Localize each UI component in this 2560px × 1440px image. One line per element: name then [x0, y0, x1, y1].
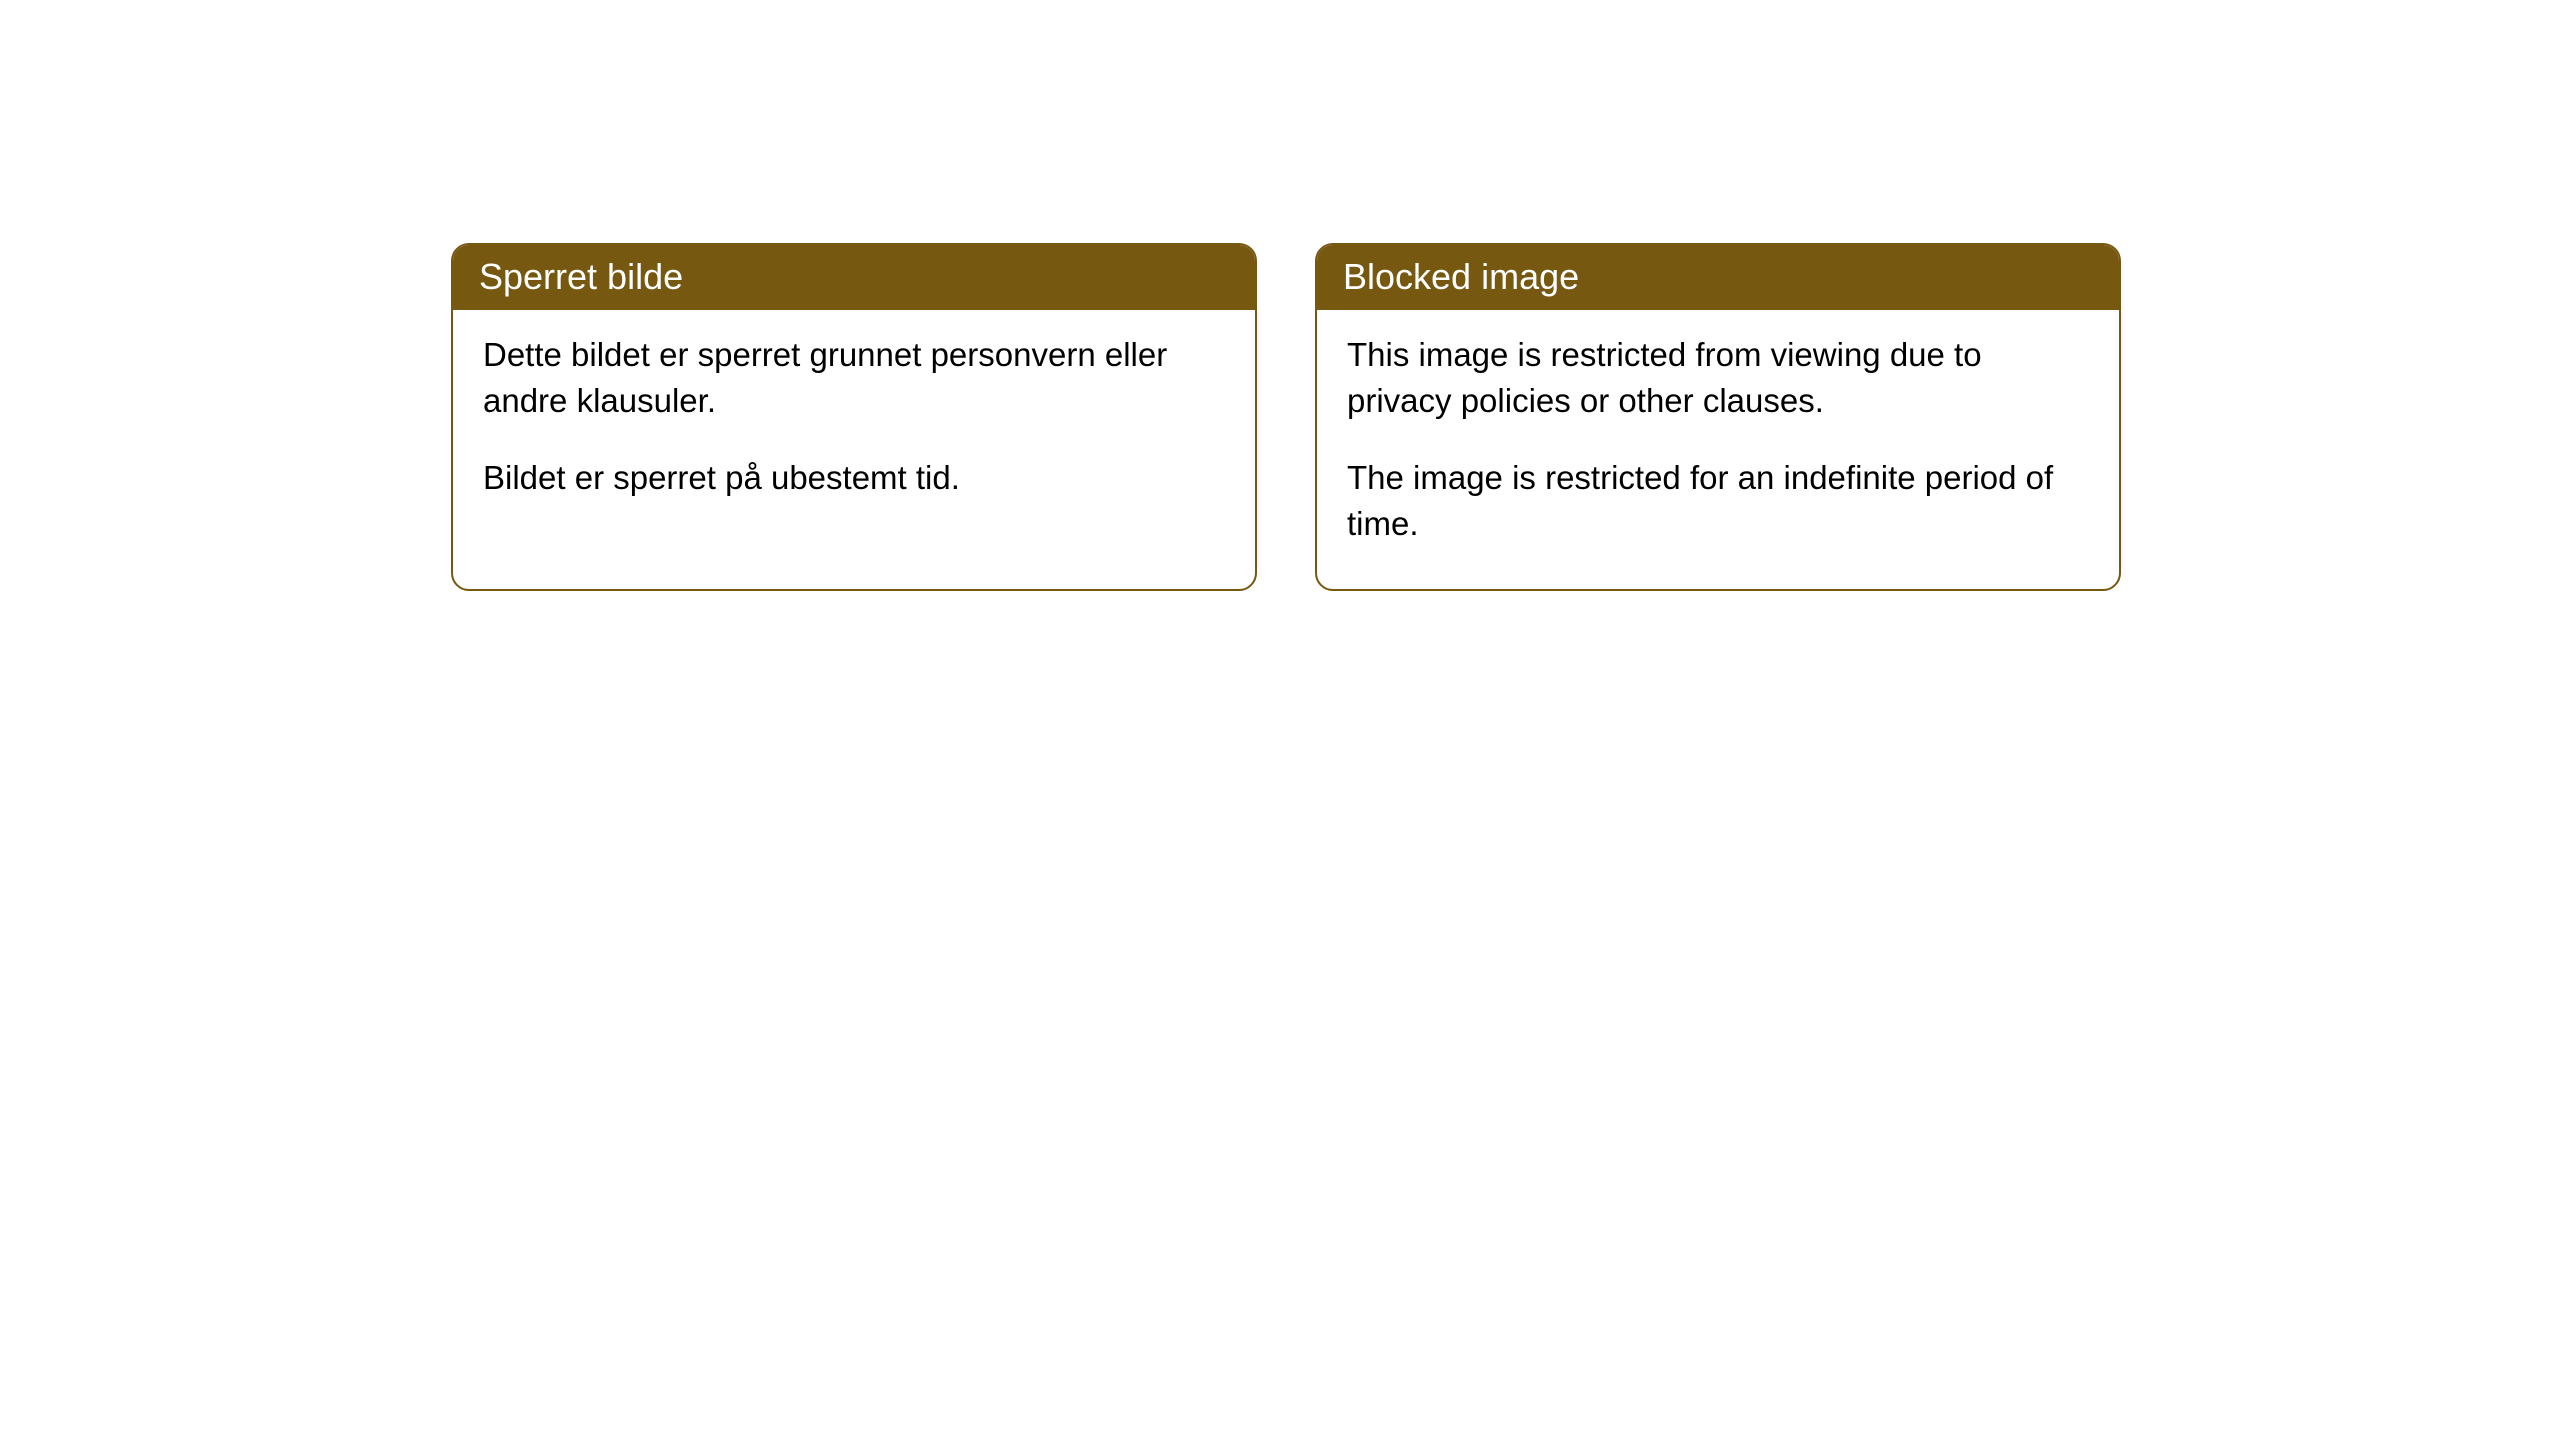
- notice-paragraph-2-norwegian: Bildet er sperret på ubestemt tid.: [483, 455, 1225, 501]
- notice-card-english: Blocked image This image is restricted f…: [1315, 243, 2121, 591]
- notice-paragraph-1-english: This image is restricted from viewing du…: [1347, 332, 2089, 424]
- notice-body-english: This image is restricted from viewing du…: [1317, 310, 2119, 589]
- notice-body-norwegian: Dette bildet er sperret grunnet personve…: [453, 310, 1255, 543]
- notice-header-norwegian: Sperret bilde: [453, 245, 1255, 310]
- notice-header-english: Blocked image: [1317, 245, 2119, 310]
- notice-paragraph-2-english: The image is restricted for an indefinit…: [1347, 455, 2089, 547]
- notice-container: Sperret bilde Dette bildet er sperret gr…: [451, 243, 2121, 591]
- notice-paragraph-1-norwegian: Dette bildet er sperret grunnet personve…: [483, 332, 1225, 424]
- notice-card-norwegian: Sperret bilde Dette bildet er sperret gr…: [451, 243, 1257, 591]
